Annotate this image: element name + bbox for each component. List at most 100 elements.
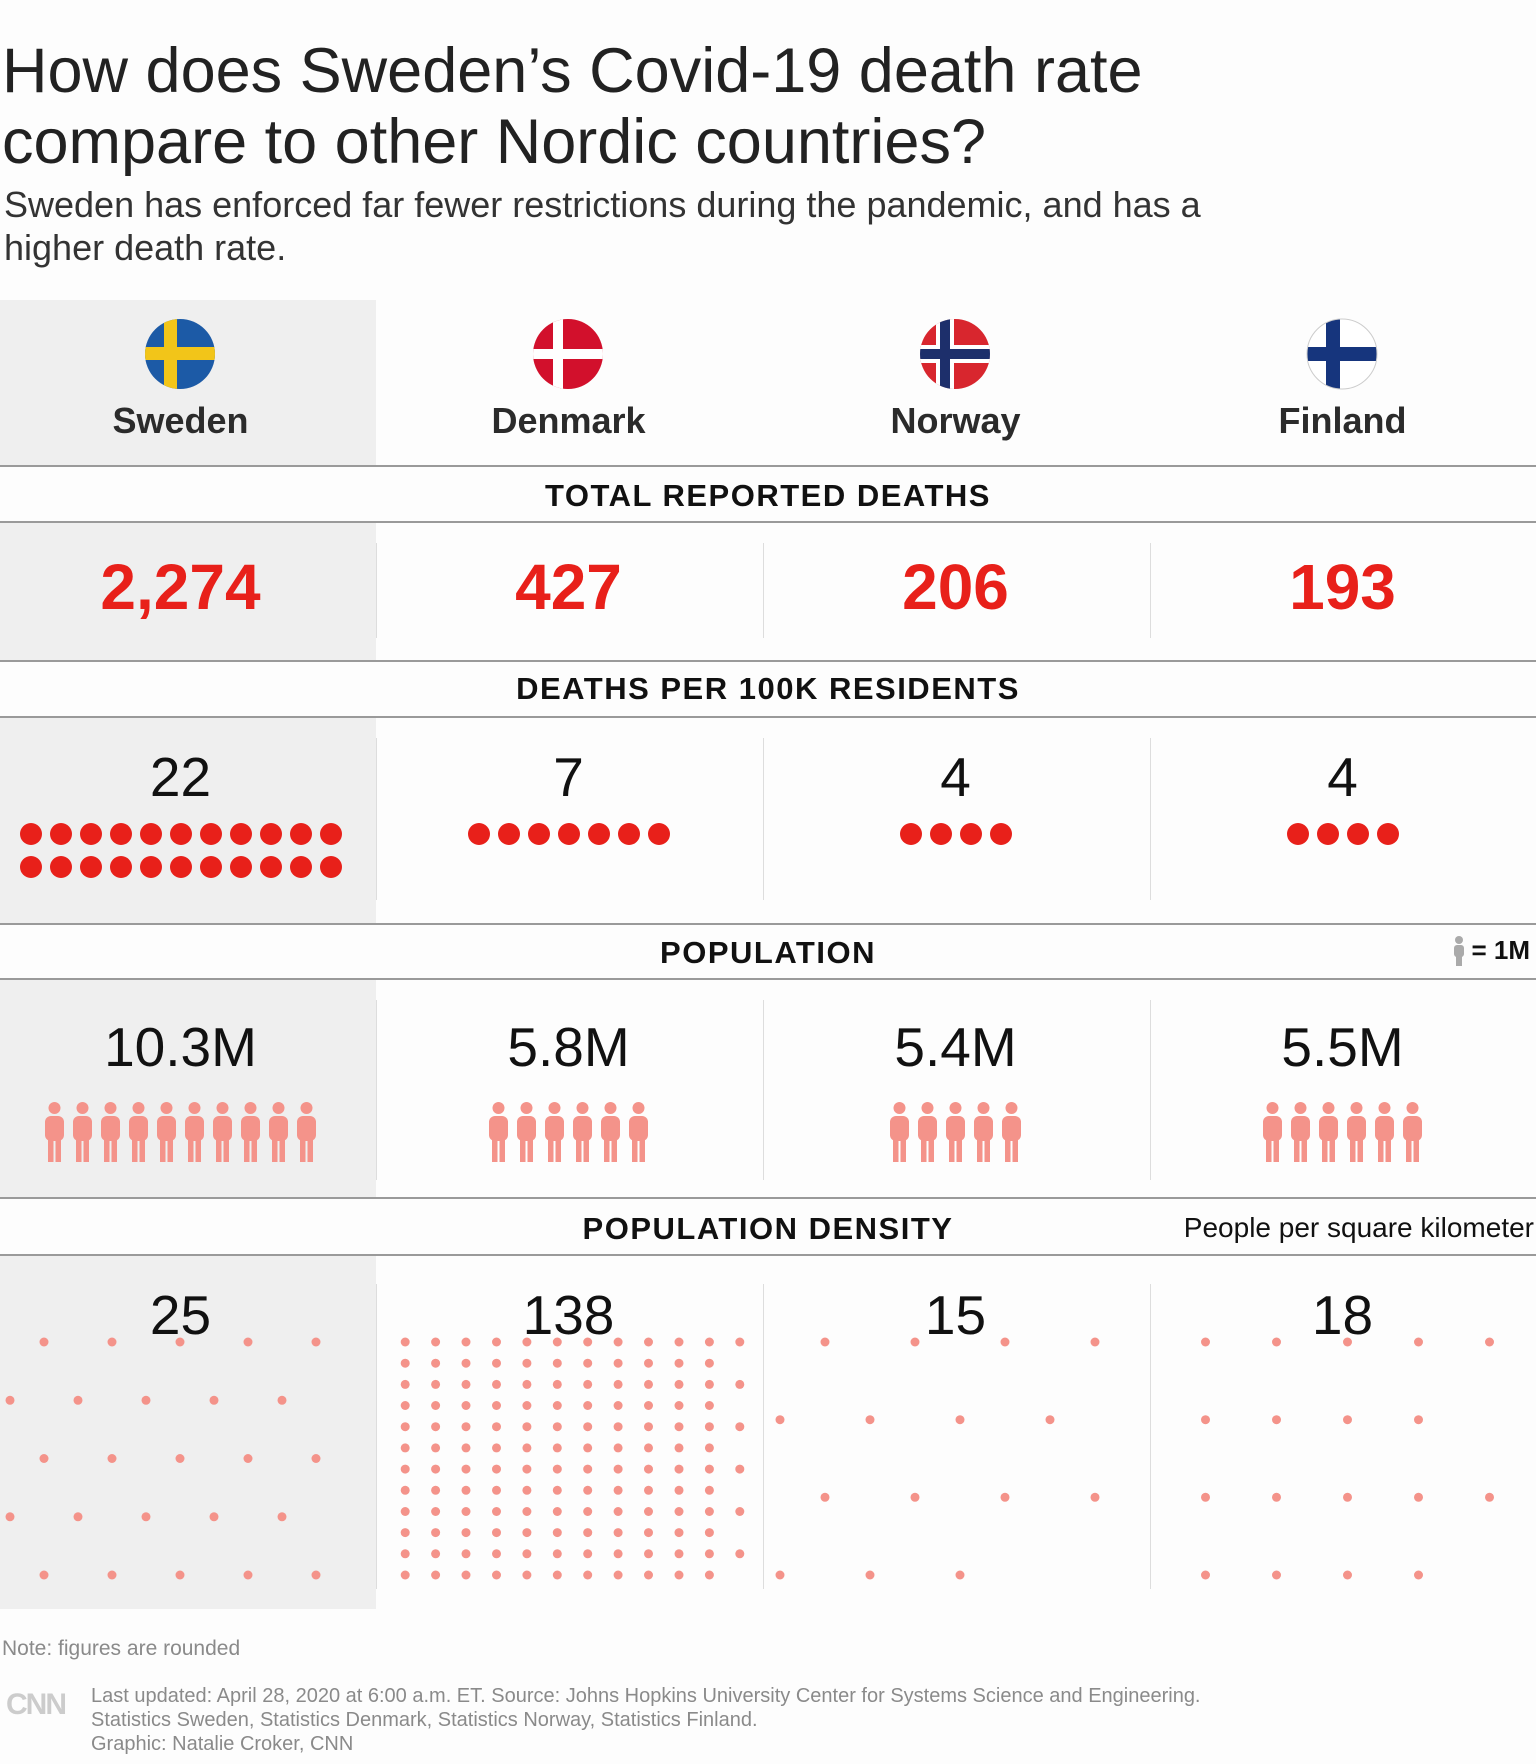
density-dot <box>400 1443 410 1453</box>
density-dot <box>400 1570 410 1580</box>
density-dot <box>1343 1492 1352 1502</box>
sweden-flag-icon <box>145 319 215 389</box>
density-dot <box>583 1422 593 1432</box>
density-dot <box>613 1507 623 1516</box>
deaths-value-sweden: 2,274 <box>100 551 261 623</box>
divider <box>0 521 1536 523</box>
column-separator <box>1150 1284 1151 1589</box>
per100k-value-finland: 4 <box>1327 746 1358 808</box>
density-dot <box>644 1443 653 1453</box>
density-dot <box>431 1379 441 1389</box>
density-dot <box>209 1395 219 1405</box>
density-dot <box>1343 1570 1352 1580</box>
density-dot-field <box>5 1337 1494 1580</box>
density-dot <box>735 1507 745 1516</box>
density-dot <box>73 1512 83 1522</box>
death-dot <box>1346 823 1369 845</box>
density-dot <box>311 1454 321 1463</box>
section-title-total-deaths: TOTAL REPORTED DEATHS <box>544 478 991 513</box>
density-dot <box>243 1454 253 1463</box>
density-dot <box>674 1485 684 1495</box>
person-figure-icon <box>517 1102 536 1162</box>
death-dot <box>989 823 1012 845</box>
death-dot <box>229 823 252 845</box>
density-dot <box>431 1358 441 1368</box>
sweden-highlight-deaths <box>0 523 376 660</box>
density-dot <box>644 1358 653 1368</box>
column-separator <box>376 543 377 638</box>
density-dot <box>910 1492 920 1502</box>
density-dot <box>583 1570 593 1580</box>
denmark-flag-icon <box>533 319 603 389</box>
density-dot <box>1000 1492 1010 1502</box>
person-figure-icon <box>918 1102 937 1162</box>
density-dot <box>492 1337 501 1347</box>
density-dot <box>492 1464 501 1474</box>
density-dot <box>522 1464 532 1474</box>
density-dot <box>492 1358 501 1368</box>
density-dot <box>492 1485 501 1495</box>
person-figure-icon <box>545 1102 564 1162</box>
density-dot <box>1343 1415 1352 1425</box>
person-figure-icon <box>1263 1102 1282 1162</box>
density-dot <box>955 1570 965 1580</box>
divider <box>0 716 1536 718</box>
density-dot <box>674 1549 684 1559</box>
per100k-dot-row <box>0 856 374 878</box>
density-dot <box>209 1512 219 1522</box>
density-dot <box>522 1422 532 1432</box>
person-icon <box>1454 935 1465 966</box>
person-figure-icon <box>213 1102 232 1162</box>
section-title-density: POPULATION DENSITY <box>582 1211 954 1246</box>
column-separator <box>763 543 764 638</box>
density-dot <box>461 1379 471 1389</box>
density-dot <box>704 1507 714 1516</box>
population-legend-label: = 1M <box>1471 935 1530 965</box>
density-dot <box>583 1337 593 1347</box>
density-dot <box>431 1570 441 1580</box>
source-line: Last updated: April 28, 2020 at 6:00 a.m… <box>91 1685 1201 1707</box>
population-value-finland: 5.5M <box>1281 1016 1404 1078</box>
divider <box>0 923 1536 925</box>
density-dot <box>461 1401 471 1410</box>
density-dot <box>613 1464 623 1474</box>
density-dot <box>400 1528 410 1538</box>
death-dot <box>289 823 312 845</box>
sweden-highlight-density <box>0 1256 376 1609</box>
density-dot <box>704 1358 714 1368</box>
death-dot <box>259 856 282 878</box>
density-dot <box>1272 1492 1281 1502</box>
density-value-finland: 18 <box>1311 1284 1374 1346</box>
density-dot <box>141 1395 151 1405</box>
death-dot <box>929 823 952 845</box>
density-dot <box>431 1464 441 1474</box>
density-dot <box>431 1337 441 1347</box>
density-dot <box>400 1485 410 1495</box>
population-figure-row <box>762 1102 1149 1162</box>
density-dot <box>674 1422 684 1432</box>
density-dot <box>552 1570 562 1580</box>
death-dot <box>1376 823 1399 845</box>
density-dot <box>1414 1570 1423 1580</box>
density-dot <box>1485 1337 1494 1347</box>
population-value-sweden: 10.3M <box>104 1016 257 1078</box>
person-figure-icon <box>185 1102 204 1162</box>
density-dot <box>431 1528 441 1538</box>
density-dot <box>141 1512 151 1522</box>
death-dot <box>1286 823 1309 845</box>
density-dot <box>552 1507 562 1516</box>
person-figure-icon <box>1375 1102 1394 1162</box>
density-dot <box>552 1337 562 1347</box>
norway-flag-icon <box>920 319 990 389</box>
density-dot <box>461 1443 471 1453</box>
death-dot <box>229 856 252 878</box>
death-dot <box>319 856 342 878</box>
density-dot <box>243 1570 253 1580</box>
person-figure-icon <box>297 1102 316 1162</box>
density-dot <box>461 1358 471 1368</box>
density-dot <box>644 1570 653 1580</box>
sweden-highlight-per100k <box>0 718 376 923</box>
density-dot <box>674 1379 684 1389</box>
person-figure-icon <box>45 1102 64 1162</box>
density-dot <box>1272 1570 1281 1580</box>
